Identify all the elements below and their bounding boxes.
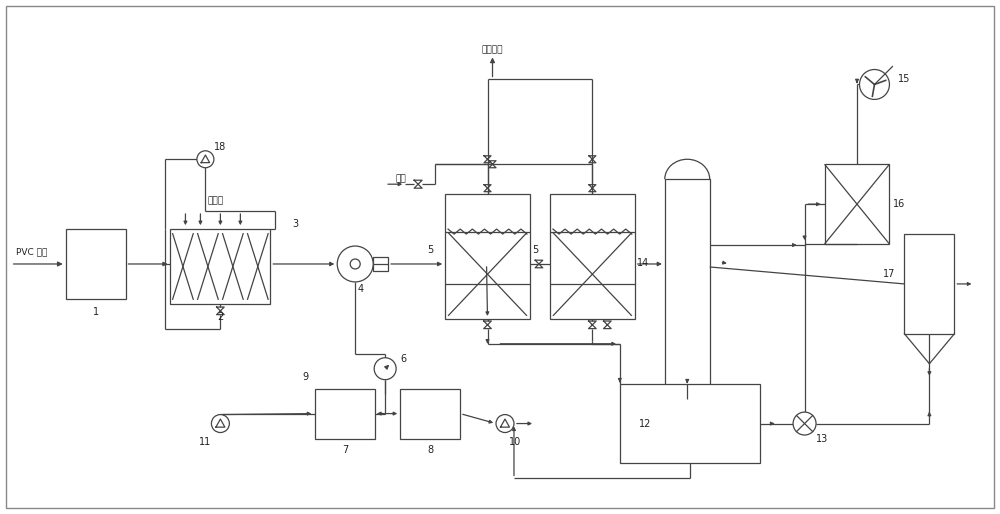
Text: 5: 5 [532, 245, 538, 255]
Circle shape [793, 412, 816, 435]
Text: 蒸汽: 蒸汽 [395, 175, 406, 183]
Bar [170, 229, 270, 304]
Bar [665, 179, 710, 399]
Text: 5: 5 [427, 245, 433, 255]
Bar [66, 229, 126, 299]
Circle shape [337, 246, 373, 282]
Circle shape [211, 415, 229, 432]
Bar [550, 194, 635, 319]
Circle shape [860, 69, 889, 99]
Text: 2: 2 [217, 312, 224, 322]
Text: 17: 17 [883, 269, 896, 279]
Text: 10: 10 [509, 436, 521, 447]
Bar [445, 194, 530, 319]
Bar [315, 389, 375, 438]
Bar [400, 389, 460, 438]
Text: 12: 12 [639, 418, 651, 429]
Text: 15: 15 [898, 75, 911, 84]
Bar [904, 234, 954, 334]
Text: 16: 16 [893, 199, 906, 209]
Bar [620, 383, 760, 464]
Text: 循环水: 循环水 [207, 197, 223, 206]
Text: 3: 3 [292, 219, 298, 229]
Text: 8: 8 [427, 446, 433, 455]
Text: 9: 9 [302, 372, 308, 382]
Bar [825, 164, 889, 244]
Text: 14: 14 [637, 258, 649, 268]
Text: 18: 18 [214, 142, 227, 152]
Text: PVC 废气: PVC 废气 [16, 248, 47, 256]
Text: 6: 6 [400, 354, 406, 364]
Text: 1: 1 [92, 307, 99, 317]
Text: 13: 13 [816, 433, 829, 444]
Circle shape [197, 151, 214, 168]
Text: 4: 4 [357, 284, 363, 294]
Bar [373, 257, 388, 271]
Circle shape [374, 358, 396, 380]
Text: 7: 7 [342, 446, 348, 455]
Text: 11: 11 [199, 436, 212, 447]
Circle shape [350, 259, 360, 269]
Text: 洁净空气: 洁净空气 [482, 45, 503, 54]
Circle shape [496, 415, 514, 432]
